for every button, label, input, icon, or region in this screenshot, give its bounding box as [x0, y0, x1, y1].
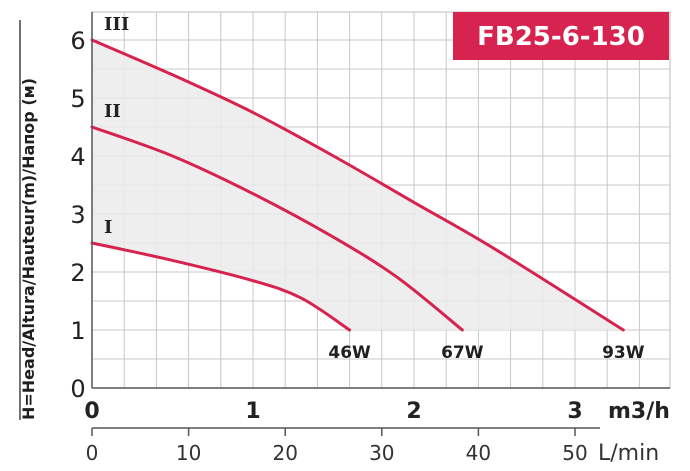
chart-title: FB25-6-130 [477, 22, 645, 52]
power-label-93W: 93W [602, 343, 645, 363]
y-tick-label: 3 [70, 201, 85, 229]
x2-tick-label: 30 [369, 441, 394, 465]
x-axis-unit-m3h: m3/h [608, 399, 670, 424]
curve-III [90, 38, 625, 332]
power-label-67W: 67W [441, 343, 484, 363]
x-tick-label: 3 [567, 399, 582, 424]
x-tick-label: 2 [406, 399, 421, 424]
x-tick-label: 1 [245, 399, 260, 424]
x-tick-label: 0 [84, 399, 99, 424]
curve-I [90, 241, 352, 332]
labels: I 46W II 67W III 93W [104, 14, 645, 363]
title-badge [453, 12, 669, 60]
x-axis-unit-lmin: L/min [598, 441, 659, 466]
x2-tick-label: 20 [272, 441, 297, 465]
operating-area-fill [92, 40, 624, 330]
curve-label-III: III [104, 14, 129, 35]
y-tick-label: 5 [70, 85, 85, 113]
y-tick-label: 6 [70, 27, 85, 55]
y-tick-label: 0 [70, 375, 85, 403]
curves [90, 38, 625, 332]
x2-tick-label: 0 [86, 441, 99, 465]
y-tick-label: 2 [70, 259, 85, 287]
curve-label-I: I [104, 217, 112, 238]
y-tick-label: 4 [70, 143, 85, 171]
axes [91, 12, 670, 429]
curve-label-II: II [104, 101, 121, 122]
y-axis-label: H=Head/Altura/Hauteur(m)/Напор (м) [19, 78, 38, 420]
x2-tick-label: 40 [466, 441, 491, 465]
y-tick-label: 1 [70, 317, 85, 345]
curve-II [90, 125, 464, 332]
x2-tick-label: 50 [562, 441, 587, 465]
x2-tick-label: 10 [176, 441, 201, 465]
power-label-46W: 46W [328, 343, 371, 363]
